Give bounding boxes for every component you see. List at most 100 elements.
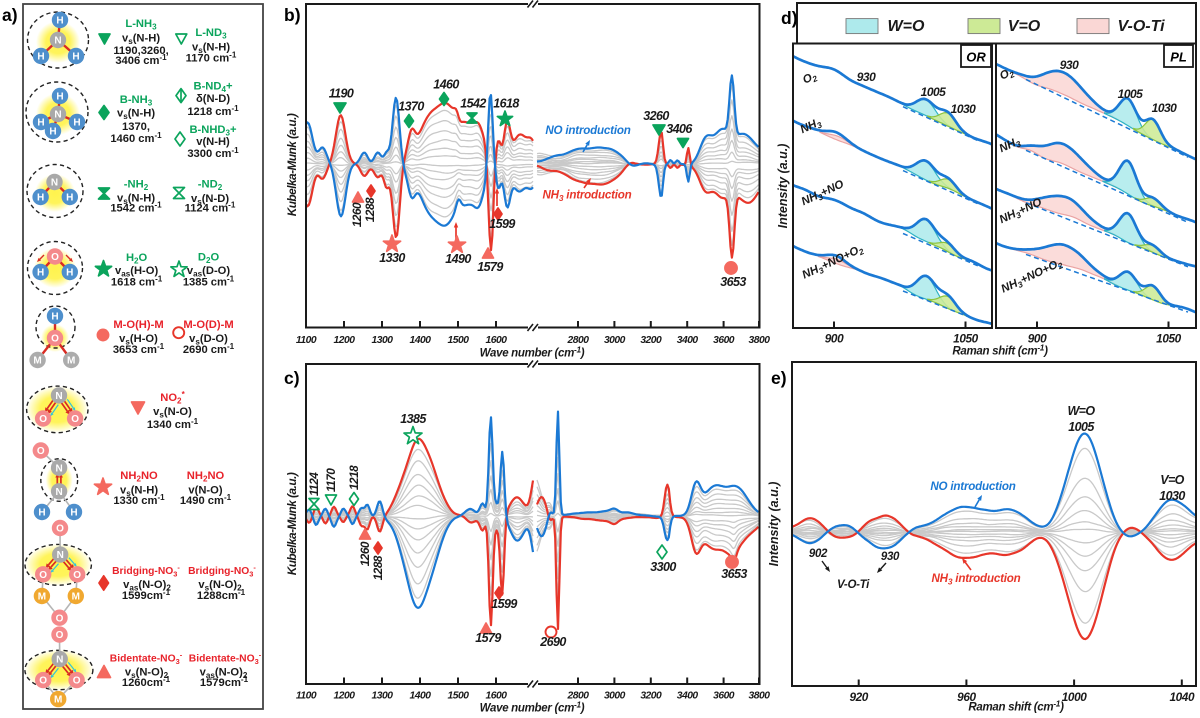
- svg-text:1542: 1542: [460, 97, 486, 111]
- svg-text:1288cm-1: 1288cm-1: [197, 588, 246, 602]
- svg-text:1124 cm-1: 1124 cm-1: [185, 201, 236, 215]
- svg-text:2690: 2690: [539, 635, 566, 649]
- svg-text:1100: 1100: [296, 691, 317, 702]
- svg-text:vs(N-O): vs(N-O): [153, 406, 192, 420]
- svg-text:V=O: V=O: [1008, 18, 1041, 35]
- svg-text:900: 900: [1028, 332, 1047, 346]
- svg-text:Bridging-NO3-: Bridging-NO3-: [188, 563, 256, 579]
- svg-text:B-NHD3+: B-NHD3+: [189, 124, 237, 138]
- svg-text:1005: 1005: [1068, 420, 1095, 434]
- svg-text:1190,3260,: 1190,3260,: [113, 45, 168, 57]
- svg-text:NH2NO: NH2NO: [120, 470, 158, 484]
- svg-text:3000: 3000: [604, 691, 626, 702]
- svg-text:O: O: [39, 570, 47, 581]
- svg-text:1260: 1260: [350, 202, 364, 227]
- svg-text:O: O: [56, 524, 64, 535]
- svg-text:H: H: [37, 52, 44, 63]
- svg-text:3653 cm-1: 3653 cm-1: [113, 342, 165, 356]
- svg-text:1288: 1288: [371, 555, 385, 580]
- svg-text:e): e): [771, 368, 787, 388]
- svg-text:vs(N-H): vs(N-H): [192, 42, 230, 56]
- svg-text:H: H: [56, 16, 63, 27]
- svg-text:V=O: V=O: [1160, 473, 1184, 487]
- svg-text:1100: 1100: [296, 335, 317, 346]
- svg-text:O2: O2: [998, 66, 1016, 84]
- svg-text:1218 cm-1: 1218 cm-1: [187, 104, 239, 118]
- svg-text:1330: 1330: [379, 251, 405, 265]
- svg-text:NH3 introduction: NH3 introduction: [931, 572, 1020, 587]
- svg-text:O: O: [56, 630, 64, 641]
- svg-text:H: H: [56, 92, 63, 103]
- svg-text:H: H: [37, 268, 44, 279]
- svg-text:H2O: H2O: [126, 252, 148, 266]
- svg-text:vs(N-O)2: vs(N-O)2: [125, 667, 169, 681]
- svg-text:1040: 1040: [1169, 690, 1194, 704]
- svg-text:H: H: [66, 193, 73, 204]
- svg-text:PL: PL: [1170, 50, 1187, 65]
- svg-text:1385 cm-1: 1385 cm-1: [183, 275, 235, 289]
- svg-text:NH3 introduction: NH3 introduction: [542, 189, 631, 204]
- svg-text:1030: 1030: [1152, 101, 1178, 115]
- svg-text:3600: 3600: [713, 335, 735, 346]
- svg-text:b): b): [284, 5, 301, 25]
- svg-text:Intensity (a.u.): Intensity (a.u.): [767, 482, 781, 567]
- svg-text:1330 cm-1: 1330 cm-1: [113, 493, 165, 507]
- svg-text:NO introduction: NO introduction: [930, 480, 1015, 493]
- svg-text:NH2NO: NH2NO: [187, 470, 225, 484]
- svg-text:V-O-Ti: V-O-Ti: [1117, 18, 1165, 35]
- svg-text:2800: 2800: [567, 691, 590, 702]
- svg-text:c): c): [284, 368, 300, 388]
- svg-text:OR: OR: [966, 50, 986, 65]
- svg-text:H: H: [66, 268, 73, 279]
- svg-text:3200: 3200: [640, 691, 662, 702]
- svg-text:1400: 1400: [410, 335, 432, 346]
- svg-text:O: O: [51, 334, 59, 345]
- svg-text:O: O: [71, 414, 79, 425]
- svg-text:H: H: [37, 118, 44, 129]
- svg-text:M: M: [72, 592, 80, 603]
- svg-text:Intensity (a.u.): Intensity (a.u.): [776, 144, 790, 229]
- svg-text:1200: 1200: [334, 335, 356, 346]
- svg-text:930: 930: [857, 70, 876, 84]
- svg-text:3800: 3800: [749, 691, 771, 702]
- svg-text:vs(D-O): vs(D-O): [189, 333, 228, 347]
- svg-text:1170: 1170: [324, 468, 338, 492]
- svg-text:O: O: [56, 613, 64, 624]
- svg-text:M: M: [67, 356, 75, 367]
- svg-text:O: O: [73, 570, 81, 581]
- svg-text:δ(N-D): δ(N-D): [196, 93, 230, 105]
- svg-text:1300: 1300: [372, 691, 394, 702]
- svg-text:NH3+NO: NH3+NO: [800, 178, 847, 209]
- svg-text:NH3+NO+O2: NH3+NO+O2: [1000, 257, 1065, 297]
- svg-text:1500: 1500: [448, 691, 470, 702]
- svg-text:N: N: [55, 487, 62, 498]
- svg-text:Kubelka-Munk (a.u.): Kubelka-Munk (a.u.): [285, 113, 299, 216]
- svg-text:L-NH3: L-NH3: [125, 18, 157, 32]
- svg-text:1218: 1218: [347, 465, 361, 490]
- svg-text:1599cm-1: 1599cm-1: [122, 588, 171, 602]
- svg-text:O2: O2: [801, 70, 819, 88]
- svg-text:1385: 1385: [400, 412, 427, 426]
- svg-text:M: M: [38, 592, 46, 603]
- svg-text:N: N: [57, 550, 64, 561]
- svg-text:1288: 1288: [363, 197, 377, 222]
- svg-text:1340 cm-1: 1340 cm-1: [147, 417, 199, 431]
- svg-text:900: 900: [825, 332, 844, 346]
- svg-text:Bridging-NO3-: Bridging-NO3-: [112, 563, 180, 579]
- svg-text:1599: 1599: [491, 597, 517, 611]
- svg-text:1030: 1030: [1159, 489, 1185, 503]
- svg-text:d): d): [781, 8, 798, 28]
- svg-text:L-ND3: L-ND3: [195, 27, 227, 41]
- svg-text:NH3+NO: NH3+NO: [998, 196, 1045, 227]
- svg-text:3300 cm-1: 3300 cm-1: [187, 146, 239, 160]
- svg-text:-NH2: -NH2: [124, 179, 149, 193]
- svg-text:920: 920: [849, 690, 868, 704]
- svg-text:Bidentate-NO3-: Bidentate-NO3-: [110, 651, 183, 667]
- svg-text:D2O: D2O: [198, 252, 220, 266]
- svg-text:3406: 3406: [666, 122, 693, 136]
- svg-text:M: M: [33, 356, 41, 367]
- svg-text:1490 cm-1: 1490 cm-1: [180, 493, 232, 507]
- svg-text:1500: 1500: [448, 335, 470, 346]
- svg-text:O: O: [39, 676, 47, 687]
- svg-text:1005: 1005: [1118, 87, 1144, 101]
